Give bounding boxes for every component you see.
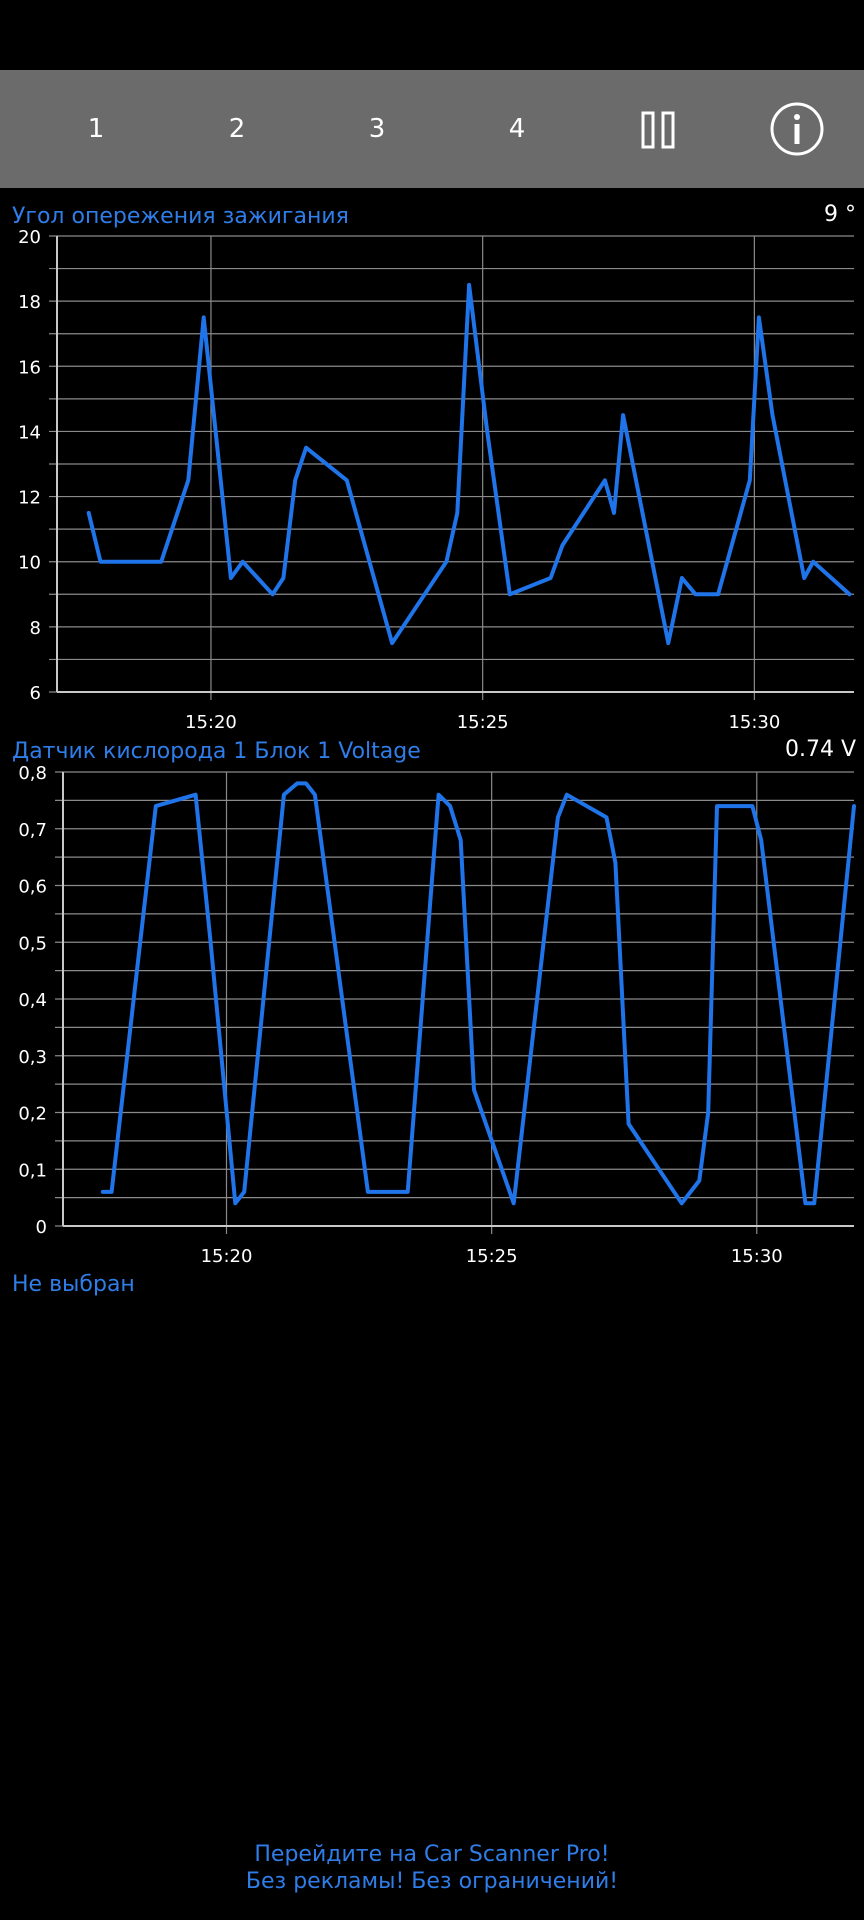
chart2-series-line: [100, 781, 856, 1206]
ignition-timing-chart: 6 8 10 12 14 16 18 20 15:20 15:25 15:30: [18, 230, 854, 733]
tab-3[interactable]: 3: [368, 114, 386, 144]
chart2-x-tick-label: 15:20: [201, 1246, 253, 1267]
chart1-x-tick-label: 15:25: [457, 712, 509, 733]
pause-icon: [641, 111, 675, 149]
chart1-y-tick-label: 6: [30, 683, 41, 704]
chart1-y-tick-label: 12: [18, 488, 41, 509]
info-button[interactable]: [767, 70, 827, 188]
oxygen-sensor-chart: 0 0,1 0,2 0,3 0,4 0,5 0,6 0,7 0,8 15:20 15:25 15:30: [18, 765, 856, 1267]
tab-2[interactable]: 2: [228, 114, 246, 144]
chart1-y-tick-label: 20: [18, 230, 41, 248]
chart-1-title: Угол опережения зажигания: [12, 204, 349, 229]
chart-2-title: Датчик кислорода 1 Блок 1 Voltage: [12, 739, 421, 764]
promo-line-1[interactable]: Перейдите на Car Scanner Pro!: [254, 1842, 610, 1867]
chart2-y-tick-label: 0,4: [18, 990, 47, 1011]
chart1-x-tick-label: 15:30: [728, 712, 780, 733]
pause-button[interactable]: [630, 70, 686, 188]
chart1-y-tick-label: 14: [18, 422, 41, 443]
chart2-y-tick-label: 0,3: [18, 1047, 47, 1068]
chart-2-value: 0.74 V: [784, 737, 856, 762]
chart2-y-tick-label: 0,2: [18, 1104, 47, 1125]
chart1-y-tick-label: 18: [18, 292, 41, 313]
chart2-y-tick-label: 0,5: [18, 933, 47, 954]
chart1-y-tick-label: 8: [30, 618, 41, 639]
not-selected-label[interactable]: Не выбран: [12, 1272, 135, 1297]
chart2-y-tick-label: 0,1: [18, 1160, 47, 1181]
chart2-x-tick-label: 15:25: [466, 1246, 518, 1267]
chart2-y-tick-label: 0: [36, 1217, 47, 1238]
toolbar: 1 2 3 4: [0, 70, 864, 188]
chart1-y-tick-label: 16: [18, 357, 41, 378]
promo-line-2[interactable]: Без рекламы! Без ограничений!: [245, 1869, 619, 1894]
chart-1-value: 9 °: [824, 202, 856, 227]
chart2-y-tick-label: 0,8: [18, 765, 47, 784]
chart2-x-tick-label: 15:30: [731, 1246, 783, 1267]
chart1-x-tick-label: 15:20: [185, 712, 237, 733]
chart1-y-tick-label: 10: [18, 553, 41, 574]
chart2-y-tick-label: 0,7: [18, 820, 47, 841]
info-icon: [770, 102, 824, 156]
chart1-series-line: [86, 282, 852, 646]
chart2-y-tick-label: 0,6: [18, 877, 47, 898]
tab-1[interactable]: 1: [87, 114, 105, 144]
tab-4[interactable]: 4: [508, 114, 526, 144]
